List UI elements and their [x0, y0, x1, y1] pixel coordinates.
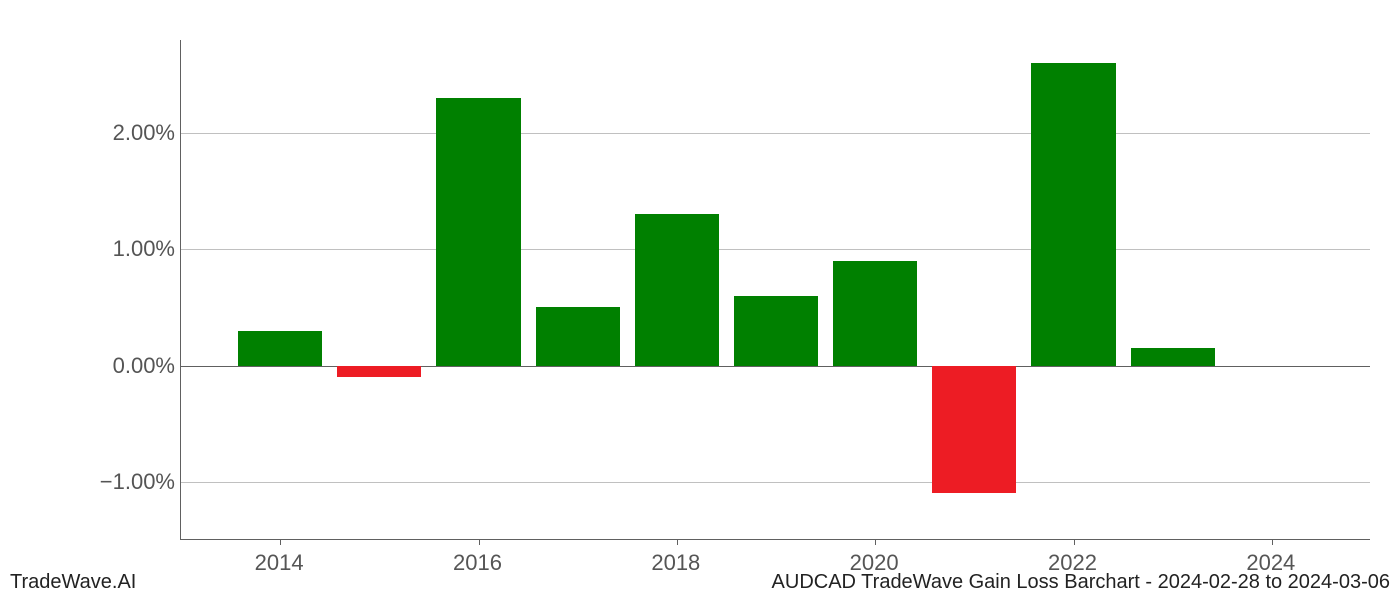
ytick-label: 2.00% [113, 120, 175, 146]
xtick [677, 539, 678, 545]
xtick [479, 539, 480, 545]
gridline [181, 133, 1370, 134]
bar [1131, 348, 1215, 365]
gridline [181, 482, 1370, 483]
xtick [1272, 539, 1273, 545]
bar [337, 366, 421, 378]
bar [734, 296, 818, 366]
gain-loss-barchart: TradeWave.AI AUDCAD TradeWave Gain Loss … [0, 0, 1400, 600]
plot-area [180, 40, 1370, 540]
bar [436, 98, 520, 365]
xtick [280, 539, 281, 545]
xtick [1074, 539, 1075, 545]
bar [1031, 63, 1115, 365]
xtick-label: 2016 [453, 550, 502, 576]
footer-brand: TradeWave.AI [10, 571, 136, 594]
xtick-label: 2020 [850, 550, 899, 576]
ytick-label: 1.00% [113, 236, 175, 262]
xtick-label: 2022 [1048, 550, 1097, 576]
bar [932, 366, 1016, 494]
xtick-label: 2024 [1246, 550, 1295, 576]
gridline [181, 249, 1370, 250]
bar [238, 331, 322, 366]
bar [833, 261, 917, 366]
xtick [875, 539, 876, 545]
xtick-label: 2018 [651, 550, 700, 576]
bar [536, 307, 620, 365]
ytick-label: 0.00% [113, 353, 175, 379]
ytick-label: −1.00% [100, 469, 175, 495]
xtick-label: 2014 [255, 550, 304, 576]
bar [635, 214, 719, 365]
